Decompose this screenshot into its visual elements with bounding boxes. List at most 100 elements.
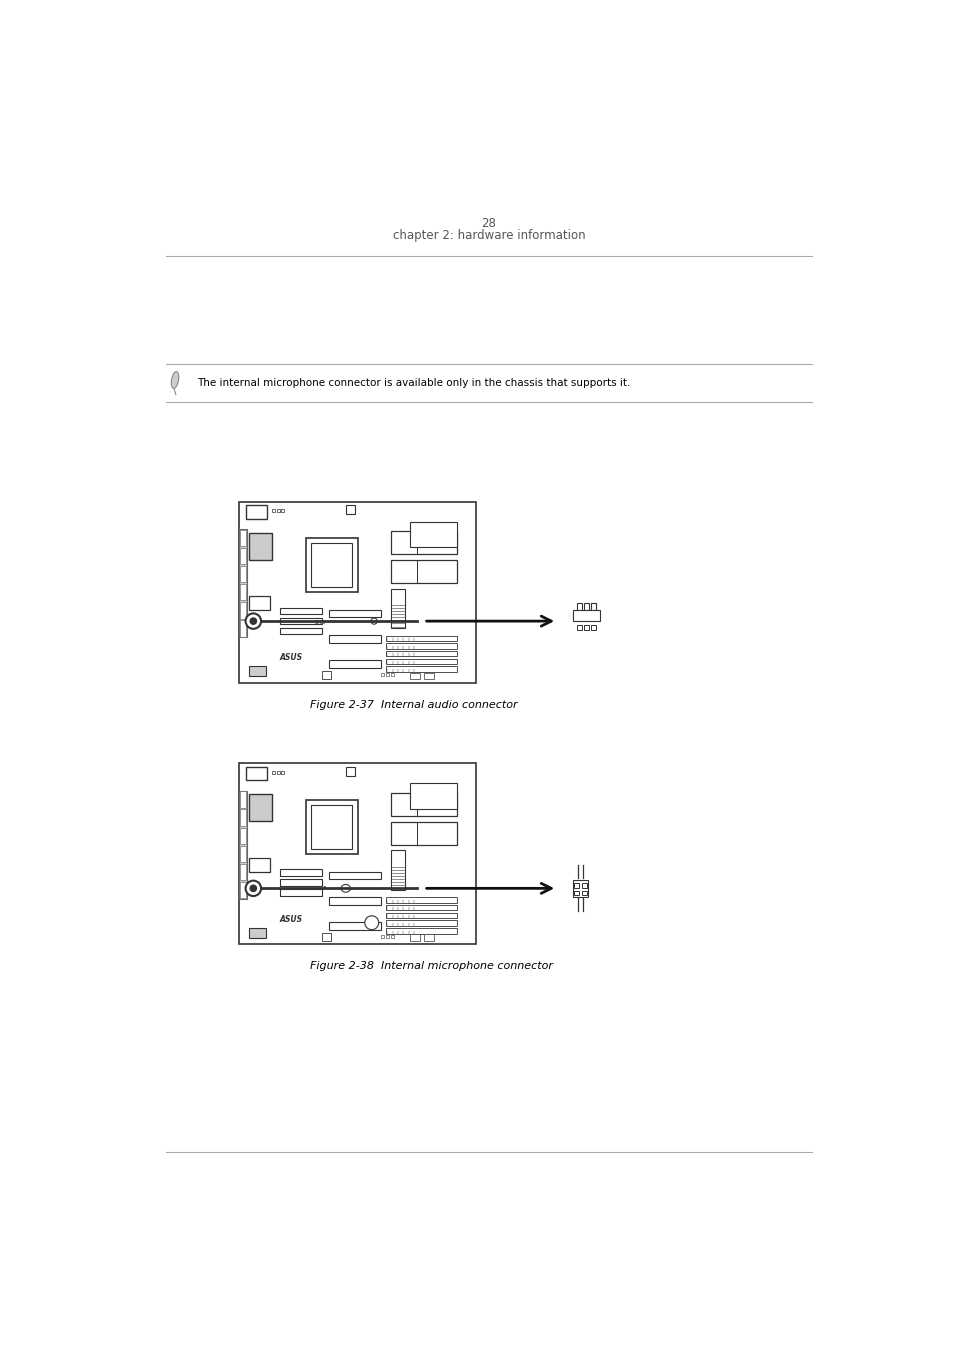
- Bar: [386, 651, 456, 657]
- Bar: [574, 890, 578, 896]
- Bar: [386, 905, 456, 911]
- Bar: [249, 858, 270, 871]
- Bar: [245, 766, 267, 781]
- Ellipse shape: [172, 372, 178, 388]
- Bar: [239, 528, 247, 638]
- Bar: [390, 531, 456, 554]
- Bar: [279, 870, 322, 875]
- Bar: [240, 792, 246, 808]
- Circle shape: [371, 617, 376, 624]
- Bar: [583, 626, 589, 631]
- Bar: [240, 882, 246, 898]
- Text: 28: 28: [481, 218, 496, 230]
- Bar: [322, 934, 331, 940]
- Bar: [240, 828, 246, 844]
- Circle shape: [249, 885, 257, 892]
- Text: chapter 2: hardware information: chapter 2: hardware information: [393, 228, 584, 242]
- Bar: [240, 809, 246, 825]
- Bar: [385, 935, 389, 939]
- Circle shape: [249, 617, 257, 626]
- Bar: [381, 673, 384, 677]
- Bar: [581, 890, 586, 896]
- Bar: [409, 784, 456, 809]
- Bar: [390, 673, 394, 677]
- Bar: [390, 850, 404, 890]
- Text: Figure 2-38  Internal microphone connector: Figure 2-38 Internal microphone connecto…: [310, 962, 553, 971]
- Bar: [591, 603, 596, 611]
- Bar: [386, 928, 456, 934]
- Bar: [329, 635, 381, 643]
- Bar: [386, 920, 456, 925]
- Bar: [329, 897, 381, 905]
- Circle shape: [364, 916, 378, 929]
- Bar: [416, 793, 417, 816]
- Bar: [240, 863, 246, 881]
- Bar: [329, 923, 381, 929]
- Bar: [279, 617, 322, 624]
- Bar: [240, 566, 246, 582]
- Bar: [416, 821, 417, 844]
- Bar: [390, 821, 456, 844]
- Bar: [409, 935, 420, 940]
- Bar: [281, 509, 284, 512]
- Bar: [305, 538, 357, 592]
- Bar: [390, 793, 456, 816]
- Bar: [329, 871, 381, 880]
- Bar: [416, 561, 417, 584]
- Bar: [572, 880, 587, 897]
- Bar: [581, 884, 586, 888]
- Bar: [276, 771, 279, 774]
- Bar: [345, 505, 355, 513]
- Bar: [409, 521, 456, 547]
- Bar: [577, 603, 581, 611]
- Bar: [281, 771, 284, 774]
- Bar: [239, 790, 247, 900]
- Bar: [385, 673, 389, 677]
- Bar: [240, 846, 246, 862]
- Bar: [386, 659, 456, 665]
- Bar: [386, 666, 456, 671]
- Bar: [386, 897, 456, 902]
- Bar: [279, 889, 322, 896]
- Bar: [390, 935, 394, 939]
- Bar: [423, 935, 434, 940]
- Bar: [249, 794, 272, 821]
- Circle shape: [245, 613, 261, 628]
- Bar: [240, 620, 246, 636]
- Bar: [583, 603, 588, 611]
- Bar: [245, 505, 267, 519]
- Ellipse shape: [341, 885, 350, 892]
- Bar: [591, 626, 596, 631]
- Bar: [239, 763, 476, 944]
- Bar: [423, 673, 434, 678]
- Bar: [249, 596, 270, 611]
- Bar: [249, 666, 266, 677]
- Bar: [240, 530, 246, 546]
- Bar: [573, 611, 599, 621]
- Bar: [416, 531, 417, 554]
- Bar: [320, 620, 323, 623]
- Bar: [240, 547, 246, 565]
- Bar: [240, 603, 246, 619]
- Bar: [574, 884, 578, 888]
- Bar: [239, 501, 476, 682]
- Bar: [322, 671, 331, 678]
- Bar: [386, 913, 456, 919]
- Bar: [386, 643, 456, 648]
- Bar: [249, 928, 266, 939]
- Bar: [329, 609, 381, 617]
- Bar: [279, 880, 322, 885]
- Text: Figure 2-37  Internal audio connector: Figure 2-37 Internal audio connector: [310, 700, 517, 709]
- Bar: [311, 543, 352, 586]
- Bar: [381, 935, 384, 939]
- Bar: [329, 661, 381, 669]
- Circle shape: [245, 881, 261, 896]
- Bar: [272, 771, 274, 774]
- Bar: [279, 628, 322, 634]
- Text: The internal microphone connector is available only in the chassis that supports: The internal microphone connector is ava…: [196, 378, 630, 388]
- Bar: [276, 509, 279, 512]
- Bar: [390, 589, 404, 628]
- Text: ASUS: ASUS: [279, 653, 303, 662]
- Bar: [409, 673, 420, 678]
- Bar: [240, 584, 246, 600]
